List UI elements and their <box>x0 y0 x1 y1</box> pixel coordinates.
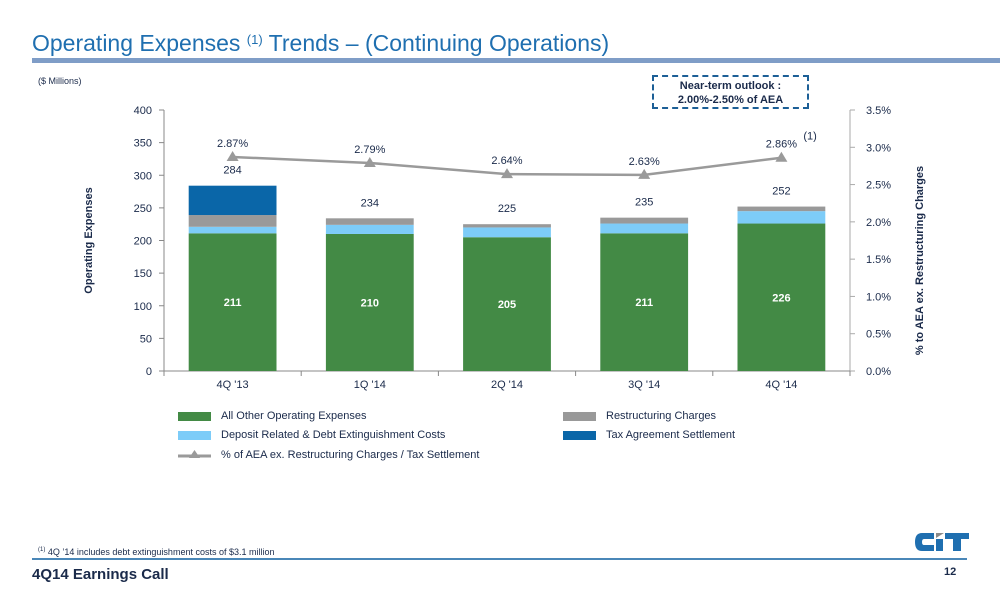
x-tick-label: 3Q '14 <box>628 379 660 391</box>
title-footnote-marker: (1) <box>246 32 263 47</box>
y-tick-label: 400 <box>134 105 152 117</box>
y2-tick-label: 0.5% <box>866 329 891 341</box>
bar-segment-deposit <box>463 227 551 238</box>
title-main: Operating Expenses <box>32 30 241 56</box>
y2-tick-label: 1.5% <box>866 254 891 266</box>
percent-aea-footnote-marker: (1) <box>803 131 816 143</box>
percent-aea-marker <box>775 151 788 162</box>
y2-tick-label: 2.0% <box>866 217 891 229</box>
outlook-callout: Near-term outlook : 2.00%-2.50% of AEA <box>652 75 809 109</box>
bar-total-label: 252 <box>772 186 790 198</box>
bar-segment-tax <box>188 185 277 216</box>
legend-swatch-all-other <box>178 411 211 421</box>
x-tick-label: 1Q '14 <box>354 379 386 391</box>
x-tick-label: 2Q '14 <box>491 379 523 391</box>
slide-title: Operating Expenses (1) Trends – (Continu… <box>32 30 609 57</box>
bar-segment-all-other <box>188 233 277 371</box>
event-name: 4Q14 Earnings Call <box>32 566 169 583</box>
bar-segment-all-other <box>600 233 689 371</box>
y2-tick-label: 3.0% <box>866 142 891 154</box>
y-axis-title: Operating Expenses <box>83 187 95 293</box>
footer-divider <box>32 558 967 560</box>
legend-item-deposit: Deposit Related & Debt Extinguishment Co… <box>178 429 445 441</box>
bar-base-value-label: 205 <box>498 299 516 311</box>
outlook-line-2: 2.00%-2.50% of AEA <box>677 94 784 106</box>
cit-logo-icon <box>915 533 969 551</box>
bar-segment-deposit <box>600 223 689 234</box>
legend-swatch-tax <box>563 430 596 440</box>
bar-base-value-label: 226 <box>772 292 790 304</box>
y-tick-label: 50 <box>140 333 152 345</box>
percent-aea-marker <box>501 168 513 179</box>
bar-segment-restructuring <box>188 215 277 227</box>
title-rest: Trends – (Continuing Operations) <box>268 30 610 56</box>
x-tick-label: 4Q '14 <box>765 379 797 391</box>
x-tick-label: 4Q '13 <box>217 379 249 391</box>
percent-aea-label: 2.87% <box>217 138 248 150</box>
legend-label: Restructuring Charges <box>606 410 717 422</box>
legend-item-tax: Tax Agreement Settlement <box>563 429 735 441</box>
bar-total-label: 235 <box>635 197 653 209</box>
legend-label: Deposit Related & Debt Extinguishment Co… <box>221 429 446 441</box>
y-tick-label: 300 <box>134 170 152 182</box>
outlook-line-1: Near-term outlook : <box>679 80 782 92</box>
page-number: 12 <box>944 566 957 578</box>
footnote-marker: (1) <box>38 547 46 553</box>
footnote: (1) 4Q ’14 includes debt extinguishment … <box>38 547 275 557</box>
y-tick-label: 100 <box>134 301 152 313</box>
percent-aea-label: 2.63% <box>629 156 660 168</box>
bar-total-label: 225 <box>498 203 516 215</box>
bar-segment-restructuring <box>325 218 414 225</box>
percent-aea-marker <box>226 150 239 161</box>
y-tick-label: 350 <box>134 138 152 150</box>
legend-label: All Other Operating Expenses <box>221 410 367 422</box>
bar-segment-restructuring <box>737 206 826 212</box>
legend-swatch-restructuring <box>563 411 596 421</box>
y2-axis-title: % to AEA ex. Restructuring Charges <box>914 166 926 355</box>
bar-segment-deposit <box>188 226 277 234</box>
y-tick-label: 0 <box>146 366 152 378</box>
y2-tick-label: 0.0% <box>866 366 891 378</box>
bar-total-label: 234 <box>361 197 379 209</box>
percent-aea-marker <box>638 168 651 179</box>
bar-base-value-label: 211 <box>224 297 242 309</box>
bar-total-label: 284 <box>223 165 241 177</box>
legend-line-triangle-icon <box>178 450 211 458</box>
bar-segment-restructuring <box>463 224 551 228</box>
y2-tick-label: 2.5% <box>866 180 891 192</box>
legend-label: % of AEA ex. Restructuring Charges / Tax… <box>221 449 480 461</box>
y2-tick-label: 3.5% <box>866 105 891 117</box>
bar-segment-all-other <box>463 237 551 371</box>
bar-segment-all-other <box>737 223 826 371</box>
y-tick-label: 250 <box>134 203 152 215</box>
percent-aea-label: 2.86% <box>766 139 797 151</box>
legend-label: Tax Agreement Settlement <box>606 429 736 441</box>
y-tick-label: 150 <box>134 268 152 280</box>
percent-aea-marker <box>363 156 376 167</box>
percent-aea-label: 2.79% <box>354 144 385 156</box>
bar-base-value-label: 211 <box>635 297 653 309</box>
units-label: ($ Millions) <box>38 76 82 86</box>
bar-segment-deposit <box>325 224 414 234</box>
legend-swatch-deposit <box>178 430 211 440</box>
bar-segment-deposit <box>737 211 826 224</box>
percent-aea-label: 2.64% <box>491 155 522 167</box>
legend-item-percent-line: % of AEA ex. Restructuring Charges / Tax… <box>178 449 479 461</box>
legend-item-restructuring: Restructuring Charges <box>563 410 716 422</box>
footnote-text: 4Q ’14 includes debt extinguishment cost… <box>47 547 275 557</box>
title-divider <box>32 58 1000 63</box>
bar-segment-all-other <box>325 233 414 371</box>
bar-base-value-label: 210 <box>361 297 379 309</box>
bar-segment-restructuring <box>600 217 689 224</box>
legend-item-all-other: All Other Operating Expenses <box>178 410 367 422</box>
y2-tick-label: 1.0% <box>866 291 891 303</box>
y-tick-label: 200 <box>134 236 152 248</box>
